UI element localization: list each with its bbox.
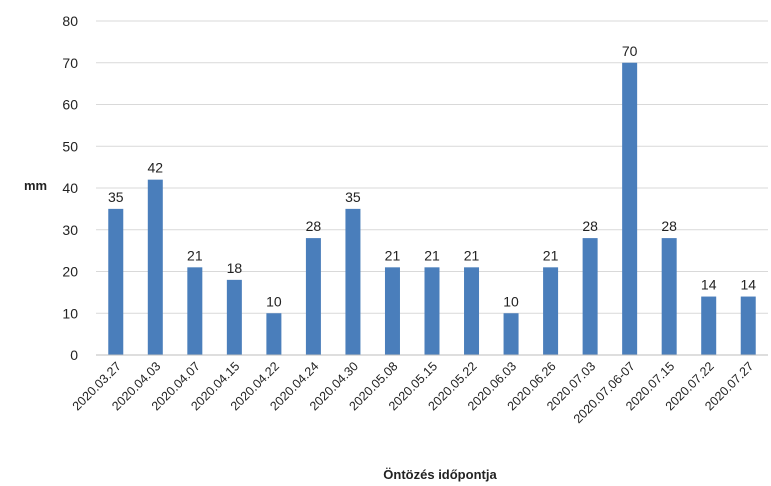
y-tick-label: 80 xyxy=(62,13,78,29)
data-label: 28 xyxy=(661,218,677,234)
bar xyxy=(701,296,717,355)
bars xyxy=(108,62,756,355)
bar xyxy=(543,267,559,355)
data-label: 10 xyxy=(266,293,282,309)
data-label: 35 xyxy=(345,189,361,205)
bar xyxy=(503,313,519,355)
data-label: 21 xyxy=(424,247,440,263)
bar xyxy=(622,62,638,355)
bar xyxy=(384,267,400,355)
y-tick-label: 20 xyxy=(62,264,78,280)
bar xyxy=(187,267,203,355)
data-label: 35 xyxy=(108,189,124,205)
data-label: 10 xyxy=(503,293,519,309)
bar xyxy=(147,179,163,355)
data-label: 21 xyxy=(543,247,559,263)
data-label: 21 xyxy=(464,247,480,263)
bar xyxy=(582,238,598,355)
data-label: 21 xyxy=(187,247,203,263)
y-tick-label: 10 xyxy=(62,305,78,321)
data-label: 14 xyxy=(740,277,756,293)
bar xyxy=(266,313,282,355)
data-label: 42 xyxy=(148,160,164,176)
x-axis-ticks: 2020.03.272020.04.032020.04.072020.04.15… xyxy=(70,359,757,426)
bar xyxy=(226,279,242,355)
y-axis-title: mm xyxy=(24,178,47,193)
y-tick-label: 50 xyxy=(62,138,78,154)
y-tick-label: 30 xyxy=(62,222,78,238)
y-axis-ticks: 0 10 20 30 40 50 60 70 80 xyxy=(62,13,78,363)
y-tick-label: 70 xyxy=(62,55,78,71)
data-label: 18 xyxy=(227,260,243,276)
y-tick-label: 60 xyxy=(62,97,78,113)
bar xyxy=(305,238,321,355)
bar xyxy=(108,208,124,355)
bar xyxy=(464,267,480,355)
data-labels: 35 42 21 18 10 28 35 21 21 21 10 21 28 70 28 14 14 xyxy=(108,43,756,310)
bar xyxy=(661,238,677,355)
data-label: 14 xyxy=(701,277,717,293)
data-label: 70 xyxy=(622,43,638,59)
bar xyxy=(740,296,756,355)
y-tick-label: 0 xyxy=(70,347,78,363)
data-label: 28 xyxy=(582,218,598,234)
gridlines xyxy=(96,20,768,314)
bar xyxy=(424,267,440,355)
bar xyxy=(345,208,361,355)
x-axis-title: Öntözés időpontja xyxy=(383,467,497,482)
data-label: 21 xyxy=(385,247,401,263)
y-tick-label: 40 xyxy=(62,180,78,196)
data-label: 28 xyxy=(306,218,322,234)
